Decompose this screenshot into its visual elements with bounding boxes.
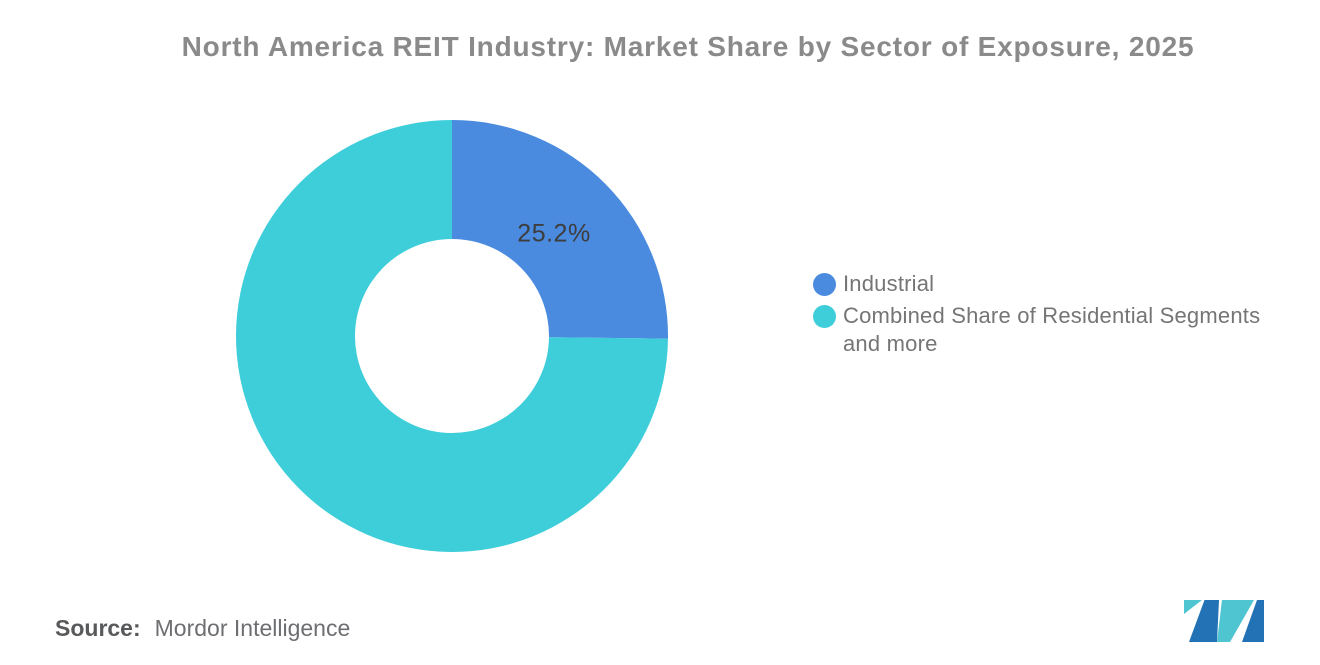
donut-slice-data-label: 25.2% [517,219,591,248]
chart-title: North America REIT Industry: Market Shar… [181,31,1195,62]
legend-item-residential[interactable]: Combined Share of Residential Segments a… [813,302,1273,358]
logo-right-bar [1242,600,1264,642]
logo-left-teal-triangle [1184,600,1202,614]
donut-slice-Industrial[interactable] [452,120,668,339]
legend-label-industrial: Industrial [843,271,935,296]
source-row: Source: Mordor Intelligence [55,615,350,642]
donut-chart [222,106,682,566]
legend-swatch-residential-icon [813,305,836,328]
legend-swatch-industrial-icon [813,273,836,296]
source-label: Source: [55,615,141,641]
source-value: Mordor Intelligence [154,615,351,641]
mordor-intelligence-logo [1184,600,1264,642]
donut-slice-Combined Share of Residential Segments and more[interactable] [235,120,668,552]
logo-main-diagonal [1189,600,1219,642]
legend-item-industrial[interactable]: Industrial [813,270,1273,298]
legend-label-residential: Combined Share of Residential Segments a… [843,303,1261,356]
chart-legend: Industrial Combined Share of Residential… [813,270,1273,362]
logo-middle-teal [1217,600,1254,642]
